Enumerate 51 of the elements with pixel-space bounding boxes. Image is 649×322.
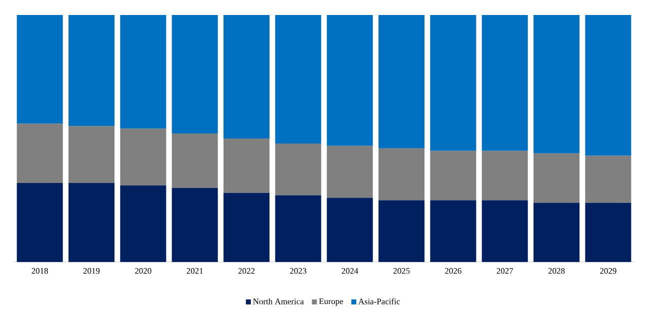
bar <box>585 15 632 156</box>
x-tick-label: 2025 <box>393 268 410 274</box>
x-tick-label: 2023 <box>290 268 306 274</box>
bar <box>275 143 322 196</box>
bar <box>378 15 425 148</box>
bar <box>430 150 476 200</box>
x-tick-label: 2026 <box>445 268 462 274</box>
x-tick-label: 2024 <box>342 268 358 274</box>
x-tick-label: 2022 <box>238 268 254 274</box>
bar <box>534 202 580 262</box>
bar <box>326 15 373 146</box>
bar <box>326 146 373 198</box>
bar <box>224 138 270 193</box>
bar <box>172 188 218 262</box>
bar <box>534 153 580 203</box>
legend-label: Asia-Pacific <box>358 298 400 304</box>
bar <box>120 128 166 186</box>
legend-label: Europe <box>319 298 344 306</box>
bar <box>430 15 476 151</box>
bar <box>430 200 476 262</box>
bar <box>378 148 425 200</box>
bar <box>585 202 632 262</box>
bar <box>534 15 580 154</box>
bar <box>482 200 528 262</box>
bar <box>120 185 166 262</box>
bar <box>172 15 218 134</box>
x-tick-label: 2020 <box>135 268 152 274</box>
bar <box>275 195 322 262</box>
x-tick-label: 2019 <box>83 268 100 274</box>
x-tick-label: 2029 <box>600 268 616 274</box>
bar <box>16 182 63 262</box>
bar <box>585 156 632 203</box>
bar <box>224 15 270 138</box>
bar <box>172 134 218 188</box>
bar <box>378 200 425 262</box>
bar <box>482 15 528 151</box>
x-tick-label: 2021 <box>186 268 203 274</box>
bar <box>326 198 373 262</box>
legend-label: North America <box>253 298 304 304</box>
bar <box>275 15 322 144</box>
bar <box>120 15 166 129</box>
bar <box>16 124 63 183</box>
bar <box>224 192 270 262</box>
bar <box>68 126 114 183</box>
bar <box>16 15 63 124</box>
x-tick-label: 2027 <box>496 268 514 274</box>
bar <box>68 15 114 126</box>
bar <box>482 150 528 200</box>
x-tick-label: 2028 <box>548 268 565 274</box>
bar <box>68 182 114 262</box>
x-tick-label: 2018 <box>32 268 48 274</box>
